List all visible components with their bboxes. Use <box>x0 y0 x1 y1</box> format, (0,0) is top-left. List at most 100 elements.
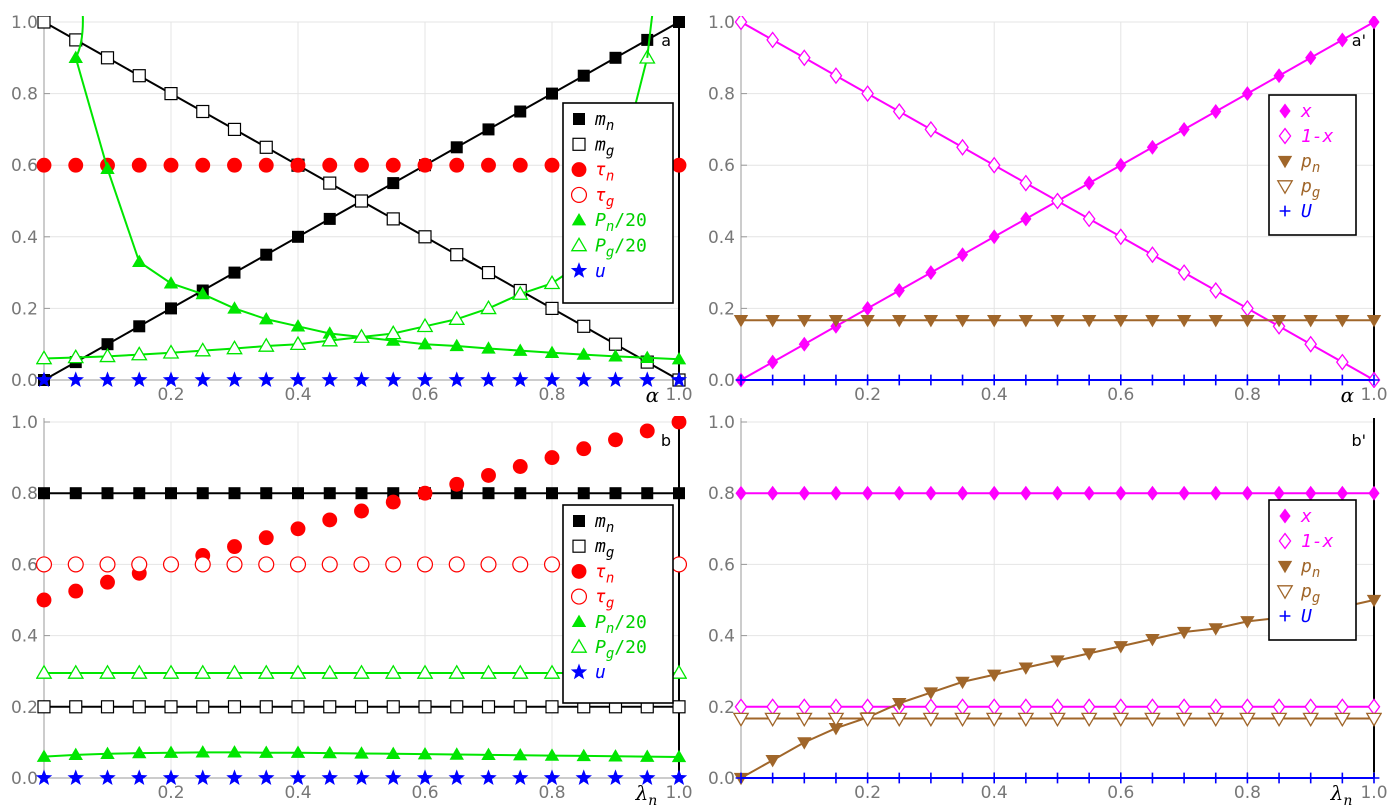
y-tick-label: 0.6 <box>11 156 38 176</box>
data-point-u <box>988 374 1000 386</box>
data-point-m-n <box>101 487 114 500</box>
data-point-p-n-20 <box>259 745 274 758</box>
legend-label-main: p <box>1300 176 1312 197</box>
data-point-u <box>767 374 779 386</box>
data-point-m-n <box>228 487 241 500</box>
data-point-m-g <box>386 212 400 226</box>
data-point--n <box>481 467 496 483</box>
data-point-p-g-20 <box>353 328 370 343</box>
data-point-p-g <box>733 712 750 728</box>
legend-marker <box>1278 127 1292 145</box>
data-point-1-x <box>861 698 874 716</box>
legend-label: pn <box>1300 151 1320 176</box>
data-point-u <box>1305 374 1317 386</box>
data-point-m-n <box>228 266 241 279</box>
legend-label-main: m <box>594 134 606 155</box>
data-point-p-n-20 <box>163 276 179 289</box>
legend-label: u <box>595 662 606 683</box>
x-tick-label: 0.4 <box>981 783 1008 803</box>
data-point--g <box>416 556 434 573</box>
data-point-1-x <box>1209 281 1223 300</box>
legend-label-subscript: g <box>1312 590 1320 606</box>
y-tick-label: 0.0 <box>708 371 735 391</box>
legend-label: mg <box>594 536 614 561</box>
data-point-p-g-20 <box>257 664 275 679</box>
data-point--n <box>258 530 274 546</box>
data-point-p-g <box>1080 712 1098 728</box>
data-point-u <box>1210 772 1222 784</box>
data-point-x <box>1368 16 1380 30</box>
data-point-m-g <box>513 700 527 714</box>
data-point-u <box>226 769 243 785</box>
data-point-p-n-20 <box>481 341 496 354</box>
data-point-1-x <box>734 16 748 31</box>
y-tick-label: 0.6 <box>708 156 735 176</box>
legend-label: mn <box>594 109 614 134</box>
data-point-1-x <box>1114 228 1128 246</box>
data-point--n <box>68 157 84 173</box>
data-point-p-g <box>1207 712 1225 728</box>
data-point-p-g-20 <box>289 664 307 679</box>
x-tick-label: 0.2 <box>854 385 881 405</box>
data-point--g <box>67 556 84 573</box>
data-point-1-x <box>829 698 843 716</box>
x-tick-label: 1.0 <box>665 385 692 405</box>
data-point-p-n <box>797 737 812 750</box>
data-point--g <box>162 556 180 573</box>
y-tick-label: 0.2 <box>708 299 735 319</box>
data-point-p-n <box>1208 623 1223 636</box>
data-point-m-g <box>323 176 337 190</box>
data-point-p-n <box>1018 662 1034 675</box>
data-point-m-n <box>387 177 400 190</box>
data-point-u <box>448 371 465 387</box>
legend-label-main: τ <box>595 561 606 582</box>
data-point-p-n-20 <box>386 746 401 759</box>
data-point-p-n <box>1240 315 1255 328</box>
data-point-p-n-20 <box>354 746 369 759</box>
x-axis-title: α <box>646 383 660 407</box>
legend-label-main: p <box>1300 581 1312 602</box>
data-point-u <box>36 371 53 387</box>
data-point-p-n <box>923 315 939 328</box>
legend-label-main: P <box>595 236 606 257</box>
data-point-x <box>893 283 905 298</box>
data-point-1-x <box>987 698 1001 716</box>
data-point-m-g <box>418 230 432 244</box>
x-axis-title-subscript: n <box>648 793 657 809</box>
data-point-1-x <box>1241 299 1254 317</box>
legend-marker <box>573 515 585 527</box>
data-point-p-g-20 <box>36 664 53 679</box>
data-point-m-n <box>577 69 590 82</box>
data-point-u <box>321 769 338 785</box>
data-point-1-x <box>1304 335 1318 353</box>
data-point-p-n-20 <box>132 745 147 759</box>
data-point-m-g <box>259 140 273 154</box>
data-point-x <box>925 485 937 501</box>
data-point-x <box>1083 175 1095 191</box>
data-point-x <box>956 485 969 501</box>
data-point-m-n <box>323 487 336 500</box>
data-point-1-x <box>1146 698 1159 716</box>
data-point--n <box>544 157 560 173</box>
data-point-p-n-20 <box>195 745 210 758</box>
data-point-m-n <box>133 320 146 333</box>
data-point-m-n <box>101 338 114 351</box>
data-point-x <box>956 247 969 263</box>
data-point--n <box>195 157 211 173</box>
data-point-u <box>1178 772 1190 784</box>
data-point-m-g <box>196 700 210 714</box>
data-point-p-g-20 <box>384 664 402 679</box>
y-tick-label: 1.0 <box>11 413 38 433</box>
y-tick-label: 0.8 <box>11 85 38 105</box>
plot-area <box>36 16 687 387</box>
data-point-x <box>735 485 747 501</box>
legend-label: x <box>1300 506 1312 527</box>
data-point--n <box>608 432 623 448</box>
data-point-u <box>1147 772 1158 784</box>
data-point-u <box>162 769 180 785</box>
data-point--g <box>258 556 275 573</box>
data-point-p-g <box>1302 712 1320 728</box>
data-point-p-n-20 <box>513 748 528 761</box>
legend-label: u <box>595 261 606 282</box>
